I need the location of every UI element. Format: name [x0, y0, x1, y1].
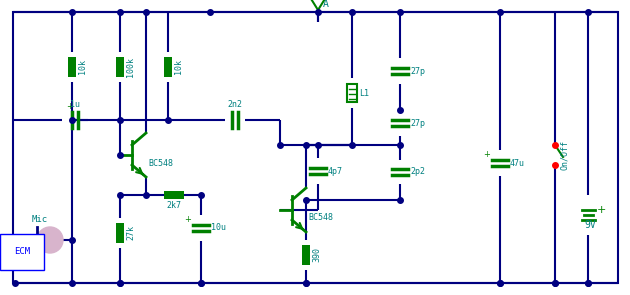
Text: 2p2: 2p2	[410, 168, 425, 176]
Text: +: +	[483, 150, 490, 159]
Text: 390: 390	[312, 248, 321, 263]
Text: L1: L1	[359, 88, 369, 98]
Bar	[347, 84, 357, 102]
Text: 47u: 47u	[510, 158, 525, 168]
Text: On/Off: On/Off	[560, 140, 569, 170]
FancyBboxPatch shape	[68, 57, 76, 77]
Text: +: +	[597, 205, 606, 215]
FancyBboxPatch shape	[116, 223, 124, 243]
Text: 10k: 10k	[78, 60, 87, 75]
Text: 1u: 1u	[70, 100, 80, 109]
Text: A: A	[323, 0, 329, 9]
Text: 10u: 10u	[211, 224, 226, 232]
Text: 10k: 10k	[174, 60, 183, 75]
Text: BC548: BC548	[148, 158, 173, 168]
FancyBboxPatch shape	[302, 245, 310, 265]
Text: 100k: 100k	[126, 57, 135, 77]
Text: 2k7: 2k7	[166, 201, 181, 210]
Text: 27k: 27k	[126, 225, 135, 240]
Text: 27p: 27p	[410, 66, 425, 76]
Text: +: +	[184, 215, 191, 224]
FancyBboxPatch shape	[116, 57, 124, 77]
Text: 4p7: 4p7	[328, 166, 343, 176]
Text: 2n2: 2n2	[227, 100, 243, 109]
Text: 27p: 27p	[410, 119, 425, 127]
Text: +: +	[67, 102, 74, 111]
Text: ECM: ECM	[14, 248, 30, 256]
FancyBboxPatch shape	[164, 57, 172, 77]
Circle shape	[37, 227, 63, 253]
Text: BC548: BC548	[308, 214, 333, 222]
Text: 9V: 9V	[584, 220, 596, 230]
Text: Mic: Mic	[32, 216, 48, 224]
FancyBboxPatch shape	[164, 191, 184, 199]
